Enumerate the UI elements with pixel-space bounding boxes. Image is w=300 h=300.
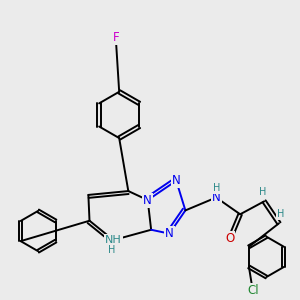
Text: NH: NH xyxy=(105,235,122,245)
Text: N: N xyxy=(143,194,152,207)
Text: N: N xyxy=(172,174,181,187)
Text: O: O xyxy=(225,232,235,245)
Text: H: H xyxy=(259,187,266,197)
Text: Cl: Cl xyxy=(247,284,259,297)
Text: H: H xyxy=(277,209,284,219)
Text: F: F xyxy=(112,31,119,44)
Text: N: N xyxy=(165,227,174,240)
Text: H: H xyxy=(212,183,220,193)
Text: N: N xyxy=(212,191,220,204)
Text: H: H xyxy=(108,245,116,255)
